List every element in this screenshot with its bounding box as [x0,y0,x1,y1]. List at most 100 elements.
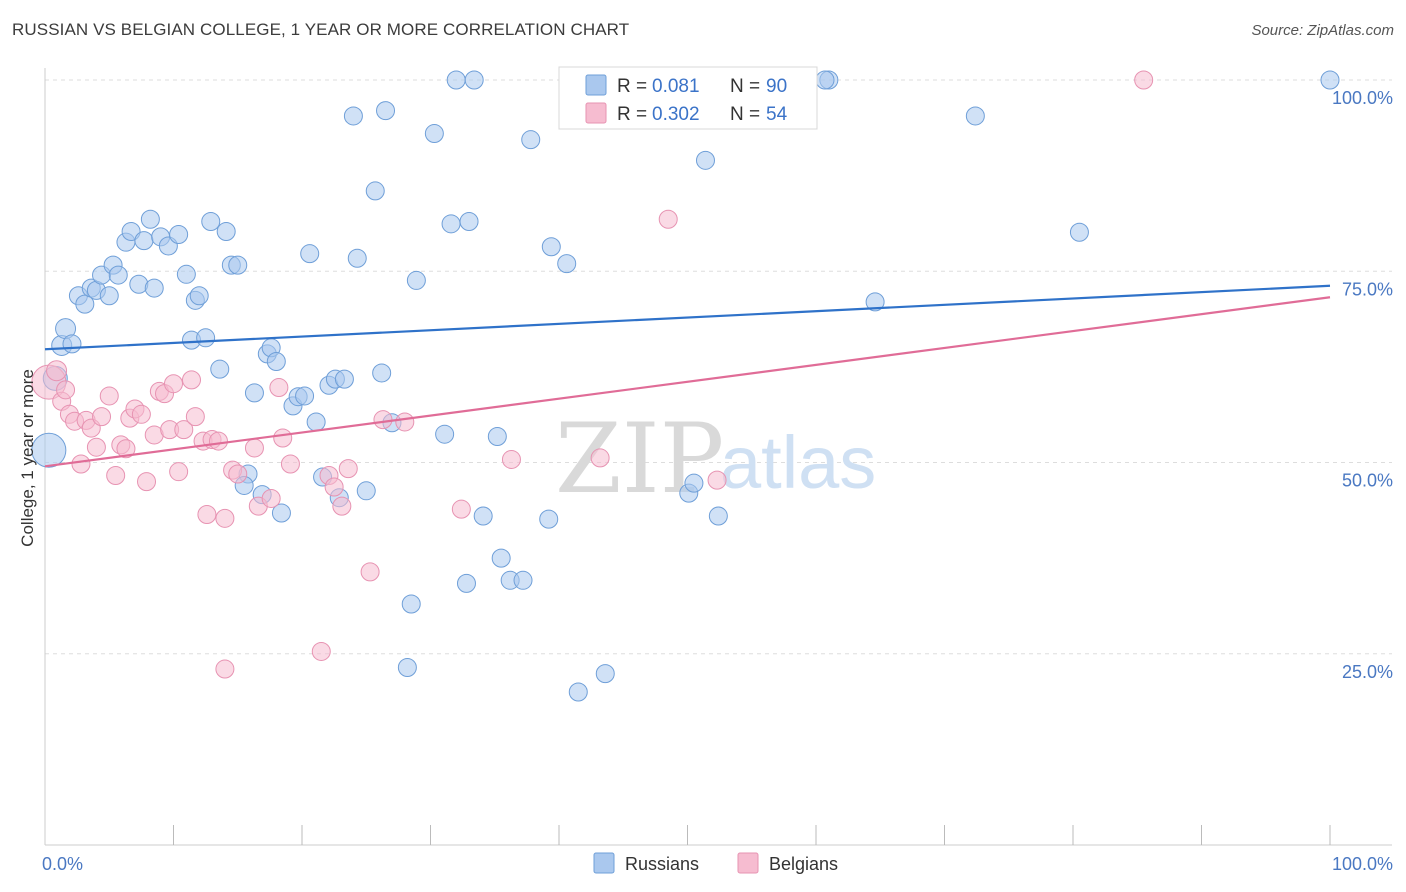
russians-swatch [585,74,607,96]
belgians-point [131,404,151,424]
belgians-point [261,488,281,508]
belgians-point [185,407,205,427]
chart-title: RUSSIAN VS BELGIAN COLLEGE, 1 YEAR OR MO… [12,20,630,39]
russians-point [473,506,493,526]
belgians-point [590,448,610,468]
russians-point [75,294,95,314]
russians-point [134,231,154,251]
y-tick-label: 25.0% [1342,662,1393,682]
belgians-n-label: N = [730,104,760,125]
belgians-r-label: R = [617,104,647,125]
russians-point [31,432,67,468]
belgians-point [99,386,119,406]
belgians-point [395,412,415,432]
belgians-point [373,410,393,430]
stats-legend: R = 0.081 N = 90 R = 0.302 N = 54 [558,66,818,130]
belgians-point [280,454,300,474]
russians-point [435,424,455,444]
russians-point [965,106,985,126]
russians-point [1069,222,1089,242]
russians-point [306,412,326,432]
belgians-point [174,420,194,440]
russians-point [244,383,264,403]
russians-trend-line [44,284,1331,351]
belgians-r-value: 0.302 [652,104,700,125]
russians-n-label: N = [730,76,760,97]
russians-point [365,181,385,201]
belgians-point [208,431,228,451]
x-tick-label: 0.0% [42,854,83,874]
tick-labels: 25.0% 50.0% 75.0% 100.0% 0.0% 100.0% [42,88,1393,874]
russians-point [684,473,704,493]
belgians-point [106,466,126,486]
belgians-point [164,374,183,394]
belgians-point [181,370,201,390]
belgians-point [92,407,112,427]
legend-russians-swatch [593,852,615,874]
russians-point [176,264,196,284]
belgians-point [215,659,235,679]
russians-point [539,509,559,529]
russians-point [347,248,367,268]
grid-lines [45,79,1392,655]
watermark-zip: ZIP [555,403,724,515]
russians-r-label: R = [617,76,647,97]
belgians-point [71,454,91,474]
russians-point [464,70,484,90]
belgians-point [169,462,189,482]
belgians-point [86,437,106,457]
y-axis-title: College, 1 year or more [18,369,37,547]
belgians-point [324,477,344,497]
legend-russians-label: Russians [625,854,699,874]
y-tick-label: 50.0% [1342,471,1393,491]
russians-point [99,286,119,306]
belgians-swatch [585,102,607,124]
russians-point [343,106,363,126]
russians-point [376,101,396,121]
russians-point [397,658,417,678]
russians-point [271,503,291,523]
russians-point [121,221,141,241]
belgians-point [501,449,521,469]
russians-point [406,270,426,290]
russians-point [513,570,533,590]
y-tick-label: 75.0% [1342,279,1393,299]
chart-source: Source: ZipAtlas.com [1251,22,1394,39]
series-legend: Russians Belgians [593,852,838,874]
belgians-point [46,360,68,382]
russians-point [708,506,728,526]
belgians-n-value: 54 [766,104,788,125]
belgians-point [1134,70,1154,90]
belgians-point [338,459,358,479]
russians-point [441,214,461,234]
russians-point [300,244,320,264]
russians-point [189,286,209,306]
russians-point [815,70,835,90]
belgians-point [273,428,293,448]
russians-point [356,481,376,501]
russians-r-value: 0.081 [652,76,700,97]
russians-point [196,328,216,348]
russians-point [266,352,286,372]
belgians-point [332,496,352,516]
belgians-point [707,470,727,490]
russians-point [446,70,466,90]
russians-point [1320,70,1340,90]
belgians-point [197,505,217,525]
belgians-point [215,508,235,528]
russians-point [228,255,248,275]
russians-point [144,278,164,298]
russians-point [557,254,577,274]
russians-point [521,130,541,150]
belgians-trend-line [44,296,1331,468]
belgians-point [451,499,471,519]
russians-point [210,359,230,379]
russians-point [216,221,236,241]
legend-belgians-label: Belgians [769,854,838,874]
russians-point [595,664,615,684]
russians-point [334,369,354,389]
russians-point [456,573,476,593]
russians-point [695,150,715,170]
belgians-point [116,439,136,459]
russians-points [31,70,1340,702]
